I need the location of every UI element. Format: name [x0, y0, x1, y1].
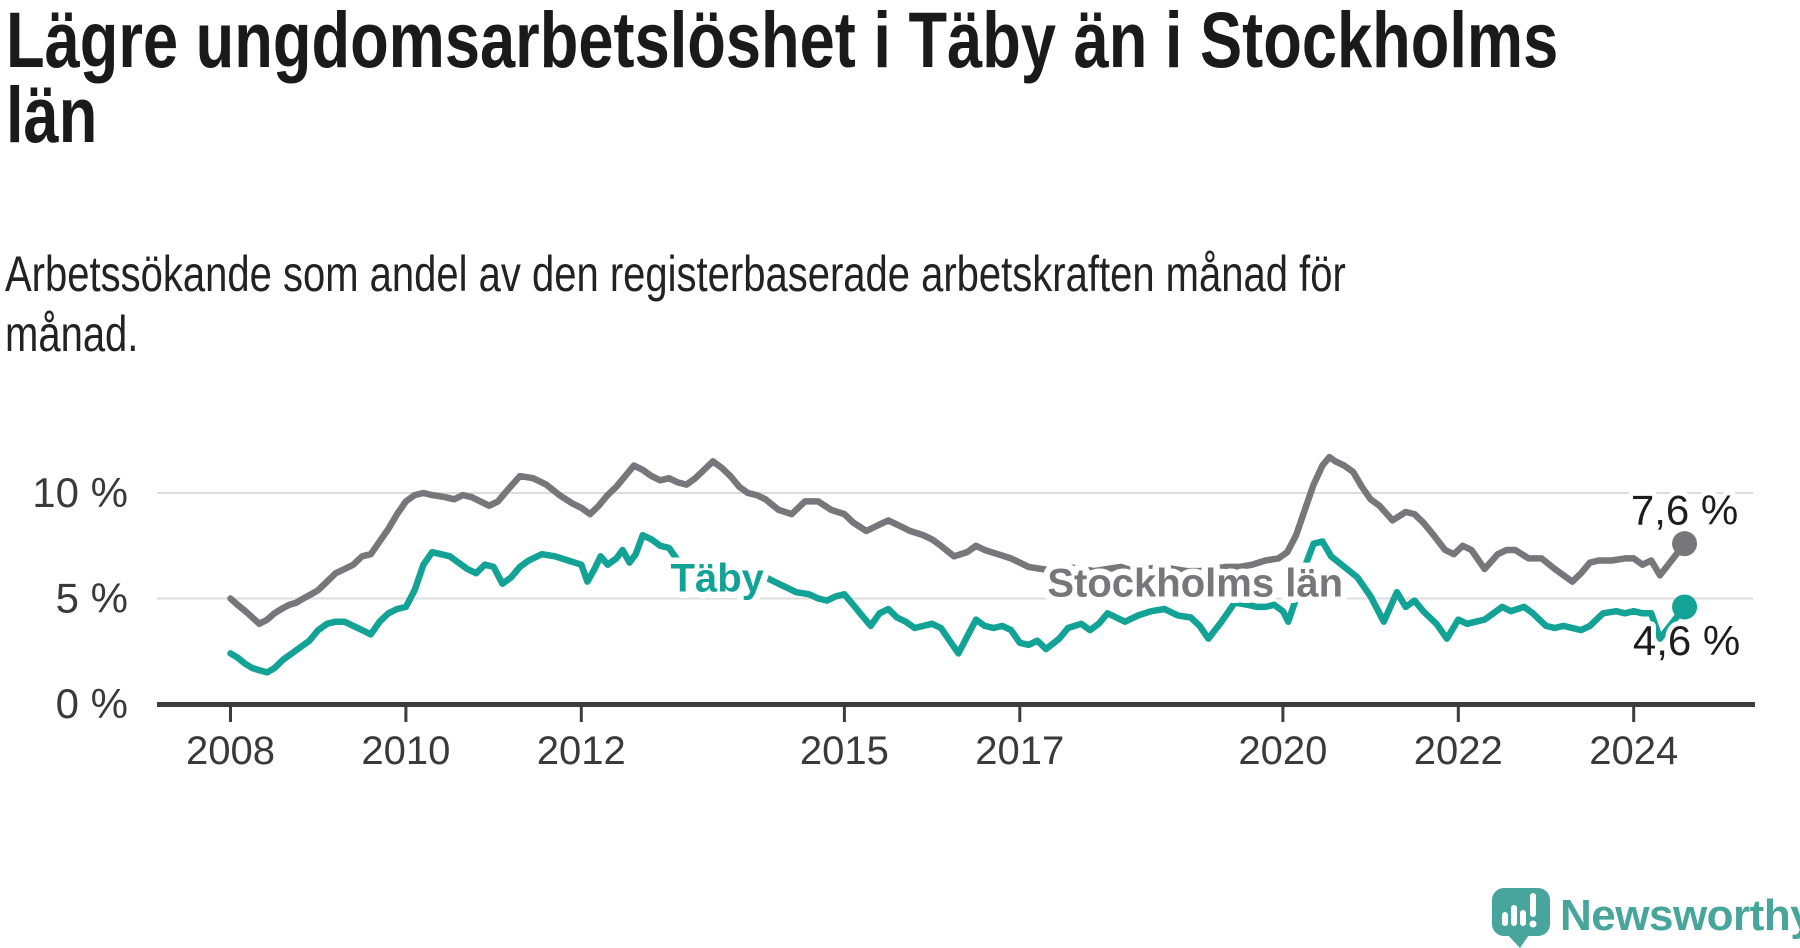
y-tick-label: 0 %: [56, 680, 128, 727]
page-title: Lägre ungdomsarbetslöshet i Täby än i St…: [6, 0, 1798, 159]
series-line-stockholms-län: [227, 453, 1688, 628]
x-tick-label: 2012: [537, 729, 626, 773]
end-dot-stockholms-län: [1672, 531, 1698, 557]
x-tick-label: 2024: [1589, 729, 1678, 773]
inline-label-stockholms-län: Stockholms län: [1047, 562, 1343, 606]
x-tick-label: 2017: [975, 729, 1064, 773]
inline-label-täby: Täby: [671, 556, 765, 600]
newsworthy-logo: Newsworthy: [1492, 888, 1800, 948]
page-title-line-1: Lägre ungdomsarbetslöshet i Täby än i St…: [6, 0, 1559, 84]
end-dot-täby: [1672, 594, 1698, 620]
newsworthy-logo-text: Newsworthy: [1560, 891, 1800, 940]
chart-subtitle-line-2: månad.: [5, 306, 139, 362]
unemployment-line-chart: 2008 2010 2012 2015 2017 2020 2022 2024 0 % 5 % 10…: [32, 453, 1755, 773]
speech-bubble-chart-icon: [1492, 888, 1550, 948]
x-tick-label: 2022: [1414, 729, 1503, 773]
series-line-täby: [227, 531, 1688, 676]
y-tick-label: 5 %: [56, 575, 128, 622]
x-tick-label: 2008: [186, 729, 275, 773]
x-tick-label: 2010: [361, 729, 450, 773]
end-value-label-täby: 4,6 %: [1633, 617, 1740, 664]
x-tick-label: 2015: [800, 729, 889, 773]
page-title-line-2: län: [6, 70, 98, 159]
chart-subtitle: Arbetssökande som andel av den registerb…: [5, 244, 1797, 364]
x-tick-label: 2020: [1238, 729, 1327, 773]
end-value-label-stockholms-län: 7,6 %: [1631, 487, 1738, 534]
chart-subtitle-line-1: Arbetssökande som andel av den registerb…: [5, 246, 1346, 302]
y-tick-label: 10 %: [32, 469, 128, 516]
